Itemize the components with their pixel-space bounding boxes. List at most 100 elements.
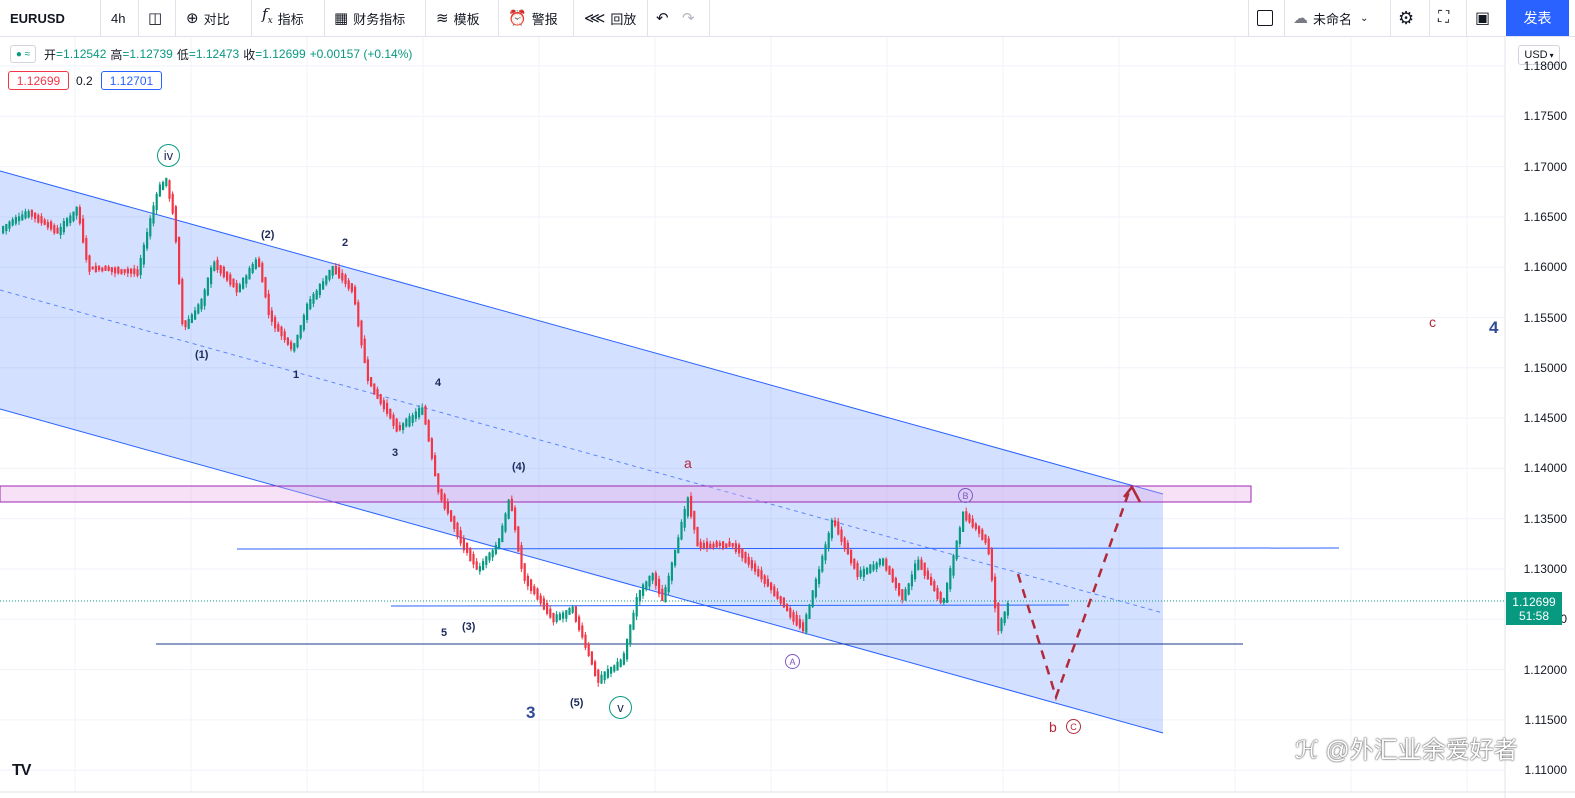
price-tick: 1.15000 (1523, 360, 1567, 375)
price-tick: 1.15500 (1523, 310, 1567, 325)
indicators-button[interactable]: fx 指标 (262, 0, 304, 36)
open-label: 开 (44, 47, 57, 62)
price-tick: 1.14000 (1523, 461, 1567, 476)
compare-button[interactable]: ⊕ 对比 (186, 0, 230, 36)
redo-button[interactable]: ↷ (682, 0, 700, 36)
wave-label-1[interactable]: 1 (293, 369, 300, 381)
projection-path[interactable] (1016, 488, 1132, 701)
wave-label-5-paren[interactable]: (5) (570, 697, 584, 709)
chevron-down-icon: ▾ (1549, 50, 1554, 60)
wave-label-4[interactable]: 4 (435, 377, 442, 389)
wave-label-c[interactable]: c (1429, 314, 1436, 330)
chart-grid (0, 37, 1505, 792)
sell-price-button[interactable]: 1.12699 (8, 71, 69, 90)
close-label: 收 (243, 47, 256, 62)
price-tick: 1.13500 (1523, 511, 1567, 526)
compare-label: 对比 (203, 11, 230, 27)
top-toolbar: EURUSD 4h ◫ ⊕ 对比 fx 指标 ▦ 财务指标 ≋ 模板 ⏰ 警报 ⋘ 回放 ↶… (0, 0, 1575, 37)
price-chart[interactable] (0, 37, 1575, 798)
visibility-toggle[interactable]: ● ≈ (10, 45, 36, 63)
fullscreen-button[interactable]: ⛶ (1438, 0, 1449, 36)
camera-icon: ▣ (1475, 10, 1491, 27)
redo-icon: ↷ (682, 9, 695, 27)
wave-label-A[interactable]: A (785, 654, 800, 669)
wave-label-2[interactable]: 2 (342, 237, 349, 249)
candles-icon: ◫ (148, 9, 163, 27)
price-tick: 1.16500 (1523, 209, 1567, 224)
wave-label-v[interactable]: v (609, 696, 632, 719)
price-tick: 1.18000 (1523, 59, 1567, 73)
fx-icon: fx (262, 5, 273, 27)
projection-arrowhead (1123, 484, 1142, 503)
wave-label-2-paren[interactable]: (2) (261, 229, 275, 241)
alert-button[interactable]: ⏰ 警报 (508, 0, 558, 36)
resistance-zone[interactable] (0, 485, 1252, 503)
currency-selector[interactable]: USD ▾ (1518, 45, 1560, 65)
tradingview-logo[interactable]: TV (12, 762, 31, 779)
candles (2, 177, 1009, 687)
settings-button[interactable]: ⚙ (1398, 0, 1414, 36)
buy-price-button[interactable]: 1.12701 (101, 71, 162, 90)
watermark-text: @外汇业余爱好者 (1325, 737, 1518, 764)
wave-label-big-3[interactable]: 3 (526, 703, 536, 722)
last-price-label: 1.12699 (1512, 594, 1556, 609)
publish-button[interactable]: 发表 (1506, 0, 1569, 36)
undo-icon: ↶ (656, 9, 669, 27)
symbol-search[interactable]: EURUSD (10, 0, 65, 36)
rewind-icon: ⋘ (584, 9, 606, 27)
channel-midline[interactable] (0, 289, 1164, 614)
wave-label-C-text: C (1070, 721, 1077, 732)
horizontal-line-2[interactable] (390, 604, 1070, 607)
alert-label: 警报 (531, 11, 558, 27)
ohlc-legend: ● ≈ 开 =1.12542 高 =1.12739 低 =1.12473 收 =1.12… (10, 45, 416, 63)
layout-name-label: 未命名 (1313, 11, 1353, 27)
wave-label-1-paren[interactable]: (1) (195, 349, 209, 361)
templates-icon: ≋ (436, 9, 449, 27)
templates-button[interactable]: ≋ 模板 (436, 0, 480, 36)
watermark: ℋ @外汇业余爱好者 (1295, 737, 1518, 764)
wave-label-a[interactable]: a (684, 455, 692, 471)
financials-label: 财务指标 (353, 11, 406, 27)
wave-label-3-paren[interactable]: (3) (462, 621, 476, 633)
wave-label-4-paren[interactable]: (4) (512, 461, 526, 473)
price-tick: 1.13000 (1523, 562, 1567, 576)
wave-label-iv-text: iv (163, 148, 174, 163)
open-value: =1.12542 (56, 47, 107, 61)
wave-label-iv[interactable]: iv (157, 144, 180, 167)
chevron-down-icon: ⌄ (1360, 12, 1369, 24)
wave-label-big-4[interactable]: 4 (1489, 318, 1499, 337)
interval-label: 4h (111, 10, 126, 26)
high-label: 高 (110, 47, 123, 62)
wave-label-B[interactable]: B (958, 488, 973, 503)
wave-label-b[interactable]: b (1049, 719, 1057, 735)
close-value: =1.12699 (255, 47, 306, 61)
price-tick: 1.11000 (1524, 763, 1568, 778)
low-value: =1.12473 (188, 47, 240, 61)
layout-name-dropdown[interactable]: ☁ 未命名 ⌄ (1293, 0, 1368, 36)
plus-circle-icon: ⊕ (186, 9, 199, 27)
channel-upper-line[interactable] (0, 170, 1164, 495)
wave-label-v-text: v (617, 700, 624, 715)
wave-label-C[interactable]: C (1066, 719, 1081, 734)
wave-label-5[interactable]: 5 (441, 627, 448, 639)
last-price-tag: 1.12699 51:58 (1506, 592, 1562, 625)
price-tick: 1.12000 (1523, 662, 1567, 677)
undo-button[interactable]: ↶ (656, 0, 674, 36)
replay-button[interactable]: ⋘ 回放 (584, 0, 636, 36)
financials-button[interactable]: ▦ 财务指标 (334, 0, 405, 36)
interval-button[interactable]: 4h (111, 0, 125, 36)
price-tick: 1.16000 (1523, 260, 1567, 275)
replay-label: 回放 (610, 11, 637, 27)
horizontal-line-1[interactable] (236, 547, 1340, 550)
currency-label: USD (1524, 49, 1548, 61)
wave-label-3[interactable]: 3 (392, 447, 399, 459)
price-axis[interactable]: 1.18000 1.17500 1.17000 1.16500 1.16000 1.155… (1505, 37, 1575, 792)
screenshot-button[interactable]: ▣ (1475, 0, 1490, 36)
symbol-label: EURUSD (10, 10, 65, 26)
templates-label: 模板 (453, 11, 480, 27)
alarm-clock-icon: ⏰ (508, 9, 527, 27)
cloud-icon: ☁ (1293, 9, 1308, 27)
layout-select-button[interactable] (1257, 0, 1273, 36)
channel-lower-line[interactable] (0, 408, 1164, 734)
chart-type-button[interactable]: ◫ (148, 0, 167, 36)
